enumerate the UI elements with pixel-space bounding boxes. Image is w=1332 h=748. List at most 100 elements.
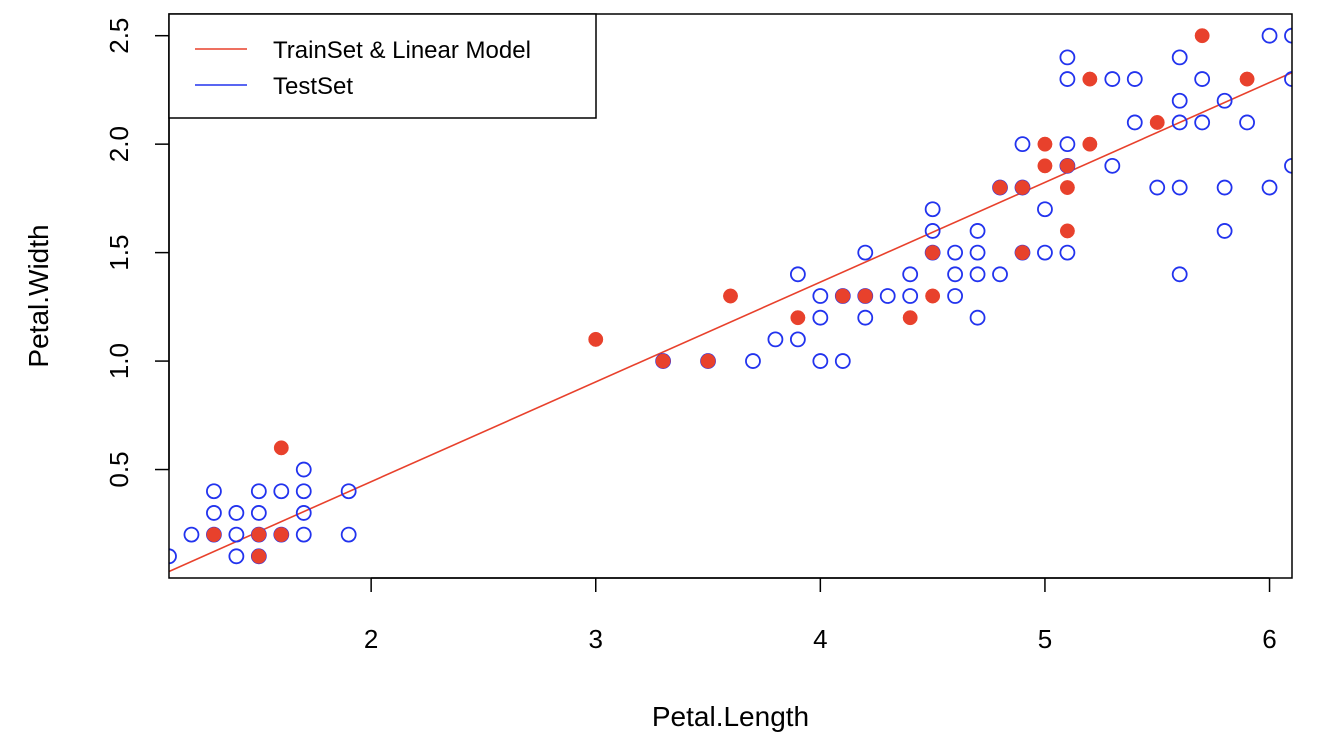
test-point bbox=[992, 266, 1008, 283]
test-point bbox=[1171, 179, 1188, 196]
test-point bbox=[295, 483, 312, 500]
test-point bbox=[1126, 71, 1143, 87]
test-point bbox=[1171, 266, 1188, 283]
x-tick-label: 6 bbox=[1262, 624, 1276, 654]
test-point bbox=[947, 244, 963, 261]
test-point bbox=[924, 223, 941, 239]
test-point bbox=[969, 223, 986, 239]
test-point bbox=[902, 266, 919, 283]
test-point bbox=[812, 288, 829, 304]
test-point bbox=[340, 526, 357, 543]
y-tick-label: 2.5 bbox=[104, 18, 134, 54]
train-point bbox=[790, 310, 806, 326]
y-tick-label: 2.0 bbox=[104, 126, 134, 162]
train-point bbox=[273, 440, 289, 456]
train-point bbox=[1239, 71, 1255, 87]
x-tick-label: 5 bbox=[1038, 624, 1052, 654]
fit-line bbox=[169, 71, 1292, 573]
train-point bbox=[1059, 180, 1075, 195]
test-point bbox=[812, 353, 829, 369]
plot-area bbox=[169, 27, 1292, 573]
test-point bbox=[228, 526, 245, 543]
test-point bbox=[834, 353, 851, 369]
train-point bbox=[251, 527, 267, 543]
test-point bbox=[1171, 92, 1188, 109]
test-point bbox=[228, 505, 245, 521]
train-point bbox=[273, 527, 289, 543]
test-point bbox=[1284, 27, 1292, 44]
test-point bbox=[1037, 244, 1053, 261]
x-tick-label: 4 bbox=[813, 624, 827, 654]
test-point bbox=[169, 548, 177, 565]
test-point bbox=[273, 483, 290, 500]
test-point bbox=[250, 483, 267, 500]
test-point bbox=[1216, 223, 1233, 239]
test-point bbox=[857, 244, 874, 261]
test-point bbox=[789, 331, 806, 348]
test-point bbox=[295, 461, 312, 478]
train-point bbox=[925, 245, 941, 261]
x-axis-title: Petal.Length bbox=[652, 701, 809, 732]
test-point bbox=[812, 309, 829, 326]
train-point bbox=[588, 331, 604, 347]
test-point bbox=[1104, 157, 1121, 174]
test-point bbox=[340, 483, 357, 500]
train-point bbox=[992, 180, 1008, 195]
test-point bbox=[789, 266, 806, 283]
test-point bbox=[295, 526, 312, 543]
train-point bbox=[723, 288, 738, 304]
train-point bbox=[925, 288, 941, 304]
train-point bbox=[655, 353, 671, 369]
test-point bbox=[969, 244, 986, 261]
y-axis: 0.5 1.0 1.5 2.0 2.5 bbox=[104, 18, 170, 488]
train-point bbox=[1082, 136, 1098, 152]
test-point bbox=[206, 505, 222, 521]
test-point bbox=[1059, 136, 1076, 153]
train-point bbox=[1037, 158, 1053, 174]
test-point bbox=[1261, 27, 1278, 44]
test-point bbox=[1216, 179, 1233, 196]
test-point bbox=[857, 309, 874, 326]
test-point bbox=[1284, 71, 1292, 87]
test-point bbox=[1261, 179, 1278, 196]
legend-label: TestSet bbox=[273, 73, 353, 100]
y-tick-label: 1.0 bbox=[104, 343, 134, 379]
test-point bbox=[1014, 136, 1031, 153]
test-point bbox=[879, 288, 896, 304]
train-point bbox=[206, 527, 222, 543]
test-point bbox=[1284, 157, 1292, 174]
test-point bbox=[228, 548, 245, 565]
train-point bbox=[1015, 245, 1030, 261]
test-point bbox=[1171, 49, 1188, 66]
legend: TrainSet & Linear Model TestSet bbox=[168, 13, 597, 119]
train-point bbox=[251, 548, 267, 564]
train-point bbox=[835, 288, 851, 304]
test-point bbox=[1037, 201, 1053, 218]
test-point bbox=[183, 526, 200, 543]
test-point bbox=[947, 266, 963, 283]
train-point bbox=[1037, 136, 1053, 152]
train-point bbox=[1015, 180, 1030, 195]
train-point bbox=[1059, 223, 1075, 239]
legend-box bbox=[168, 13, 597, 119]
train-point bbox=[1149, 115, 1165, 130]
train-point bbox=[902, 310, 918, 326]
test-point bbox=[1104, 71, 1121, 87]
test-point bbox=[1194, 114, 1211, 131]
test-point bbox=[250, 505, 267, 521]
legend-label: TrainSet & Linear Model bbox=[273, 37, 531, 64]
test-point bbox=[1216, 92, 1233, 109]
x-tick-label: 3 bbox=[589, 624, 603, 654]
test-point bbox=[1149, 179, 1166, 196]
test-point bbox=[295, 505, 312, 521]
x-tick-label: 2 bbox=[364, 624, 378, 654]
test-point bbox=[969, 309, 986, 326]
test-point bbox=[902, 288, 919, 304]
test-point bbox=[1126, 114, 1143, 131]
test-point bbox=[1059, 49, 1076, 66]
x-axis: 2 3 4 5 6 bbox=[364, 577, 1277, 654]
test-point bbox=[767, 331, 784, 348]
test-point bbox=[1171, 114, 1188, 131]
y-tick-label: 1.5 bbox=[104, 235, 134, 271]
